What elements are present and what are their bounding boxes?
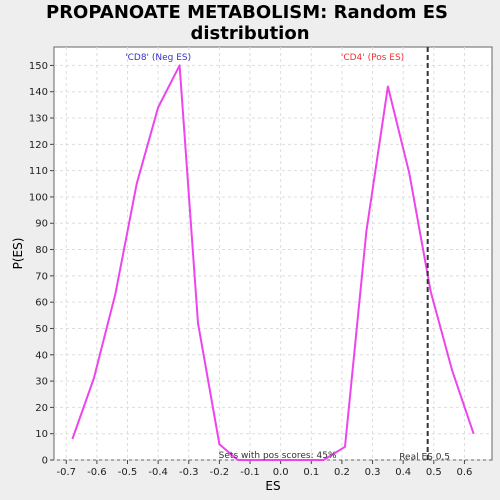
y-tick-label: 0: [42, 456, 48, 467]
y-tick-label: 120: [29, 140, 48, 151]
series-line: [71, 64, 475, 461]
x-tick-label: -0.4: [148, 467, 168, 478]
series-layer: [71, 64, 475, 461]
y-tick-label: 90: [35, 219, 48, 230]
y-tick-label: 40: [35, 350, 48, 361]
x-tick-label: -0.6: [87, 467, 107, 478]
y-tick-label: 60: [35, 298, 48, 309]
x-tick-label: 0.6: [456, 467, 472, 478]
y-tick-label: 150: [29, 61, 48, 72]
neg-es-label: 'CD8' (Neg ES): [125, 53, 191, 63]
x-tick-label: -0.2: [210, 467, 230, 478]
y-tick-label: 50: [35, 324, 48, 335]
x-tick-label: 0.0: [273, 467, 289, 478]
x-tick-label: -0.3: [179, 467, 199, 478]
y-tick-label: 10: [35, 429, 48, 440]
x-tick-label: 0.1: [303, 467, 319, 478]
y-tick-label: 30: [35, 377, 48, 388]
x-tick-label: -0.7: [56, 467, 76, 478]
x-axis-label: ES: [265, 479, 280, 493]
x-tick-label: 0.3: [365, 467, 381, 478]
y-tick-label: 80: [35, 245, 48, 256]
y-axis-label: P(ES): [11, 238, 25, 270]
pos-es-label: 'CD4' (Pos ES): [341, 53, 404, 63]
y-tick-label: 20: [35, 403, 48, 414]
grid: [54, 47, 492, 461]
x-tick-label: 0.5: [426, 467, 442, 478]
x-tick-label: -0.5: [118, 467, 138, 478]
y-tick-label: 100: [29, 192, 48, 203]
x-tick-label: 0.2: [334, 467, 350, 478]
y-tick-label: 70: [35, 271, 48, 282]
y-tick-label: 110: [29, 166, 48, 177]
y-tick-label: 130: [29, 114, 48, 125]
pos-scores-label: Sets with pos scores: 45%: [219, 451, 337, 461]
y-tick-label: 140: [29, 87, 48, 98]
real-es-label: Real ES 0.5: [399, 453, 450, 463]
chart-title-line-1: PROPANOATE METABOLISM: Random ES: [46, 2, 448, 23]
plot-area: [53, 46, 493, 461]
chart-title-line-2: distribution: [190, 23, 309, 44]
x-tick-label: 0.4: [395, 467, 411, 478]
x-tick-label: -0.1: [240, 467, 260, 478]
axes: -0.7 -0.6 -0.5 -0.4 -0.3 -0.2 -0.1 0.0 0.1 0.2 0.3…: [29, 61, 472, 478]
